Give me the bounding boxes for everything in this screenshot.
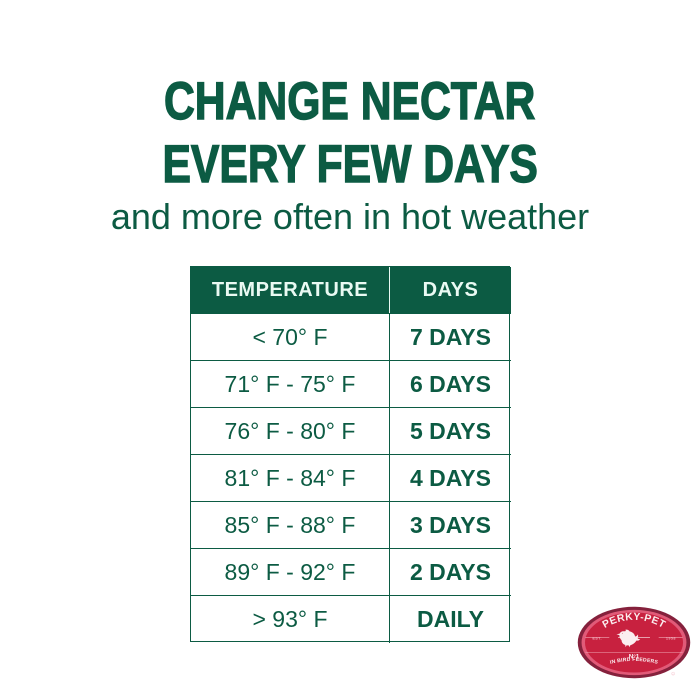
svg-text:EST.: EST. [592, 636, 602, 640]
svg-text:1958: 1958 [666, 636, 676, 640]
svg-text:®: ® [672, 673, 674, 676]
